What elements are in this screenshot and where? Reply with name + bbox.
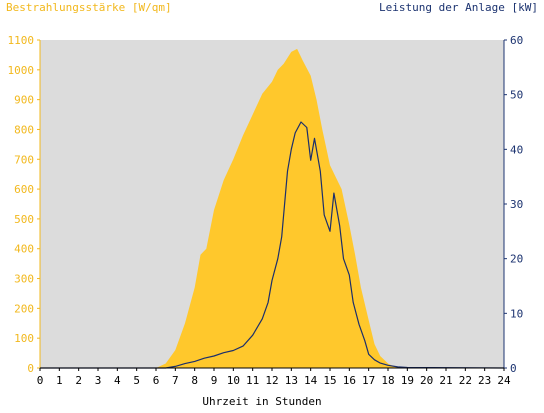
y-right-tick-label: 30 xyxy=(510,198,523,211)
y-left-tick-label: 300 xyxy=(14,273,34,286)
x-tick-label: 8 xyxy=(191,374,198,387)
series-layer xyxy=(40,48,505,369)
x-tick-label: 23 xyxy=(478,374,491,387)
y-right-axis-title: Leistung der Anlage [kW] xyxy=(379,1,538,14)
x-tick-label: 0 xyxy=(37,374,44,387)
y-right-tick-label: 50 xyxy=(510,89,523,102)
x-tick-label: 6 xyxy=(153,374,160,387)
y-right-tick-label: 20 xyxy=(510,253,523,266)
x-tick-label: 13 xyxy=(285,374,298,387)
x-axis-title: Uhrzeit in Stunden xyxy=(202,395,321,408)
y-left-tick-label: 900 xyxy=(14,94,34,107)
x-tick-label: 5 xyxy=(133,374,140,387)
power-line xyxy=(40,121,505,369)
y-left-axis-title: Bestrahlungsstärke [W/qm] xyxy=(6,1,172,14)
y-right-tick-label: 10 xyxy=(510,307,523,320)
x-tick-label: 11 xyxy=(246,374,259,387)
x-tick-label: 3 xyxy=(95,374,102,387)
y-left-tick-label: 0 xyxy=(27,362,34,375)
y-left-tick-label: 800 xyxy=(14,123,34,136)
y-left-tick-label: 100 xyxy=(14,332,34,345)
x-tick-label: 22 xyxy=(459,374,472,387)
y-left-tick-label: 1100 xyxy=(8,34,35,47)
x-tick-label: 14 xyxy=(304,374,318,387)
y-right-tick-label: 40 xyxy=(510,143,523,156)
y-left-tick-label: 700 xyxy=(14,153,34,166)
x-tick-label: 15 xyxy=(323,374,336,387)
x-tick-label: 4 xyxy=(114,374,121,387)
x-tick-label: 21 xyxy=(439,374,452,387)
x-tick-label: 10 xyxy=(227,374,240,387)
x-tick-label: 19 xyxy=(401,374,414,387)
x-tick-label: 18 xyxy=(381,374,394,387)
y-left-tick-label: 200 xyxy=(14,302,34,315)
x-tick-label: 12 xyxy=(265,374,278,387)
y-right-tick-label: 60 xyxy=(510,34,523,47)
x-tick-label: 24 xyxy=(497,374,511,387)
y-right-tick-label: 0 xyxy=(510,362,517,375)
irradiance-area xyxy=(40,48,504,369)
y-left-tick-label: 1000 xyxy=(8,64,35,77)
x-tick-label: 2 xyxy=(75,374,82,387)
axes-layer: 0100200300400500600700800900100011000102… xyxy=(8,34,524,387)
x-tick-label: 9 xyxy=(211,374,218,387)
y-left-tick-label: 500 xyxy=(14,213,34,226)
x-tick-label: 7 xyxy=(172,374,179,387)
x-tick-label: 1 xyxy=(56,374,63,387)
x-tick-label: 16 xyxy=(343,374,356,387)
x-tick-label: 20 xyxy=(420,374,433,387)
y-left-tick-label: 400 xyxy=(14,243,34,256)
y-left-tick-label: 600 xyxy=(14,183,34,196)
x-tick-label: 17 xyxy=(362,374,375,387)
